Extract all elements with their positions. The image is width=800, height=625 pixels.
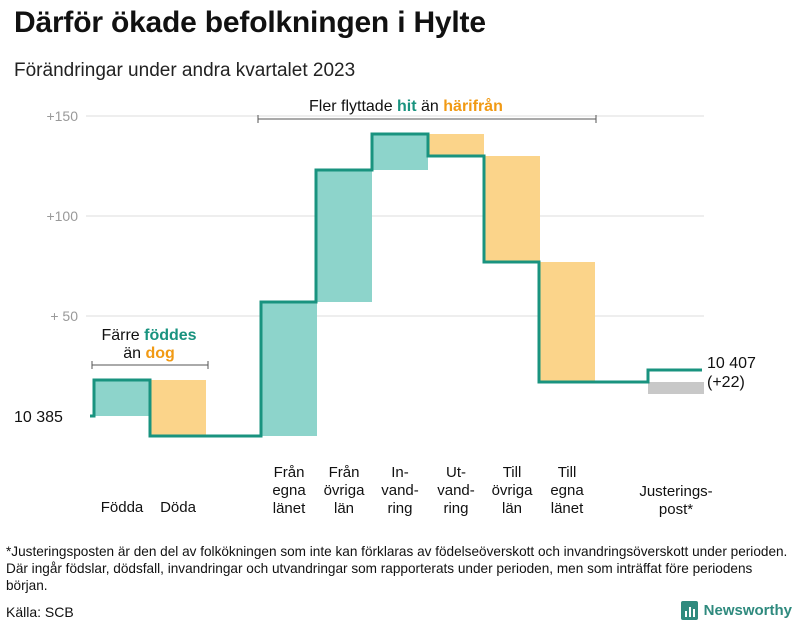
category-label: vand- bbox=[437, 482, 475, 499]
category-label: Till bbox=[558, 464, 577, 481]
footnote: *Justeringsposten är den del av folkökni… bbox=[6, 544, 788, 593]
category-label: länet bbox=[273, 500, 306, 517]
cumulative-step-line bbox=[90, 132, 702, 438]
category-label: Döda bbox=[160, 499, 197, 516]
waterfall-chart: + 50 +100 +150 10 385 10 407 (+22) Födda Döda Fr… bbox=[14, 97, 756, 518]
bar-tillövrigalän bbox=[484, 156, 540, 262]
bar-justeringspost bbox=[648, 382, 704, 394]
category-label: vand- bbox=[381, 482, 419, 499]
category-label: egna bbox=[550, 482, 584, 499]
y-tick-label: +100 bbox=[46, 208, 78, 224]
newsworthy-logo: Newsworthy bbox=[680, 601, 792, 620]
bar-döda bbox=[150, 380, 206, 436]
chart-title: Därför ökade befolkningen i Hylte bbox=[14, 6, 486, 39]
births-annotation-line2: än dog bbox=[123, 345, 175, 362]
category-label: ring bbox=[443, 500, 468, 517]
category-label: Till bbox=[503, 464, 522, 481]
category-label: post* bbox=[659, 501, 693, 518]
bar-tillegnalänet bbox=[539, 262, 595, 382]
bar-utvandring bbox=[428, 134, 484, 156]
start-value-label: 10 385 bbox=[14, 409, 63, 426]
category-label: Ut- bbox=[446, 464, 466, 481]
end-change-label: (+22) bbox=[707, 374, 745, 391]
bar-frånegnalänet bbox=[261, 302, 317, 436]
logo-text: Newsworthy bbox=[703, 602, 792, 619]
category-label: övriga bbox=[324, 482, 366, 499]
category-label: län bbox=[502, 500, 522, 517]
source-label: Källa: SCB bbox=[6, 604, 74, 620]
category-label: Justerings- bbox=[639, 483, 712, 500]
y-tick-label: +150 bbox=[46, 108, 78, 124]
category-label: Födda bbox=[101, 499, 144, 516]
chart-subtitle: Förändringar under andra kvartalet 2023 bbox=[14, 60, 356, 81]
category-label: ring bbox=[387, 500, 412, 517]
newsworthy-bars-icon bbox=[680, 601, 698, 620]
category-label: övriga bbox=[492, 482, 534, 499]
bar-födda bbox=[94, 380, 150, 416]
end-value-label: 10 407 bbox=[707, 355, 756, 372]
category-label: egna bbox=[272, 482, 306, 499]
migration-annotation: Fler flyttade hit än härifrån bbox=[309, 97, 503, 115]
bar-invandring bbox=[372, 134, 428, 170]
category-label: länet bbox=[551, 500, 584, 517]
category-label: Från bbox=[274, 464, 305, 481]
bar-frånövrigalän bbox=[316, 170, 372, 302]
category-label: län bbox=[334, 500, 354, 517]
births-annotation-line1: Färre föddes bbox=[101, 327, 196, 344]
category-label: Från bbox=[329, 464, 360, 481]
category-label: In- bbox=[391, 464, 409, 481]
y-tick-label: + 50 bbox=[50, 308, 78, 324]
